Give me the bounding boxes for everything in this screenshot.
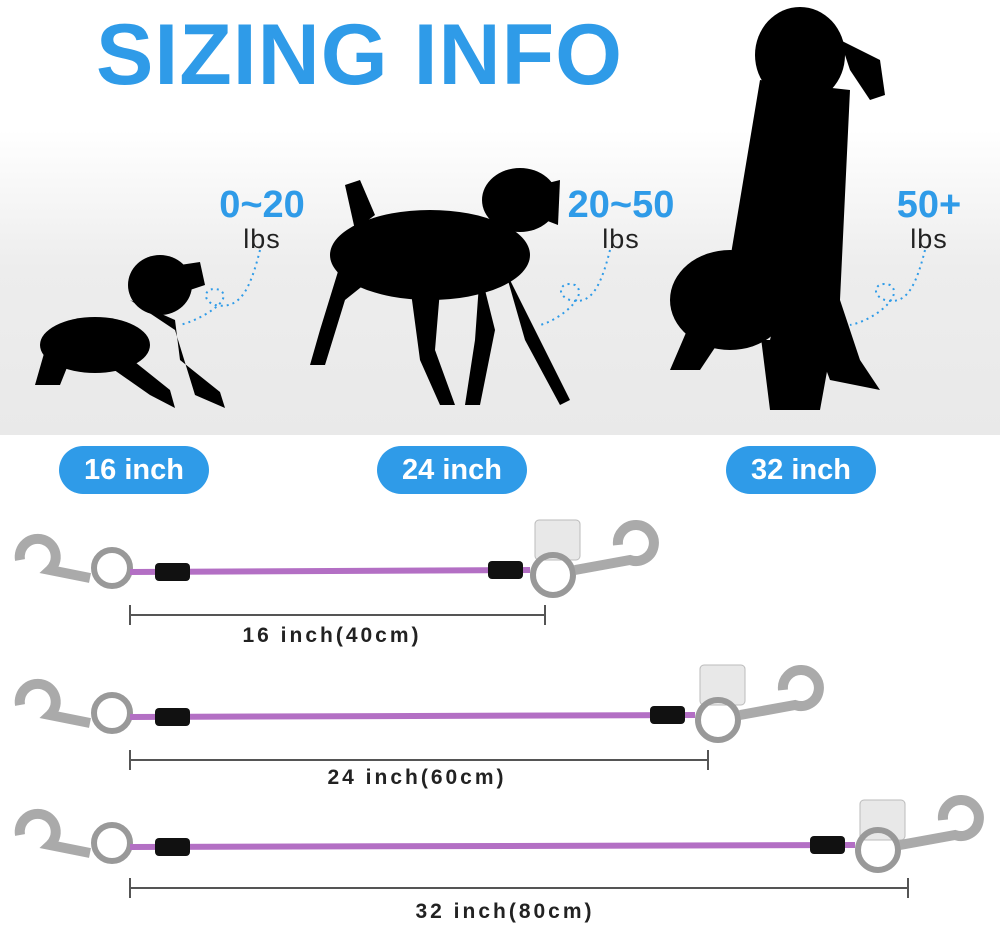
leash-16 <box>14 519 659 625</box>
weight-label-large: 50+ lbs <box>859 185 999 253</box>
weight-value: 20~50 <box>567 184 675 226</box>
size-badge-24: 24 inch <box>377 446 527 494</box>
leash-length-16: 16 inch(40cm) <box>242 624 422 647</box>
leash-32 <box>14 795 984 898</box>
page-title: SIZING INFO <box>96 7 623 103</box>
weight-label-medium: 20~50 lbs <box>551 185 691 253</box>
weight-label-small: 0~20 lbs <box>192 185 332 253</box>
weight-value: 50+ <box>896 184 962 226</box>
small-dog-silhouette <box>35 255 225 408</box>
weight-unit: lbs <box>602 224 640 254</box>
leash-length-24: 24 inch(60cm) <box>327 766 507 789</box>
size-badge-32: 32 inch <box>726 446 876 494</box>
weight-value: 0~20 <box>219 184 305 226</box>
large-dog-silhouette <box>670 7 885 410</box>
size-badge-16: 16 inch <box>59 446 209 494</box>
dotted-pointers <box>179 249 926 326</box>
weight-unit: lbs <box>243 224 281 254</box>
leash-length-32: 32 inch(80cm) <box>415 900 595 923</box>
weight-unit: lbs <box>910 224 948 254</box>
leash-24 <box>14 664 824 770</box>
medium-dog-silhouette <box>310 168 570 405</box>
